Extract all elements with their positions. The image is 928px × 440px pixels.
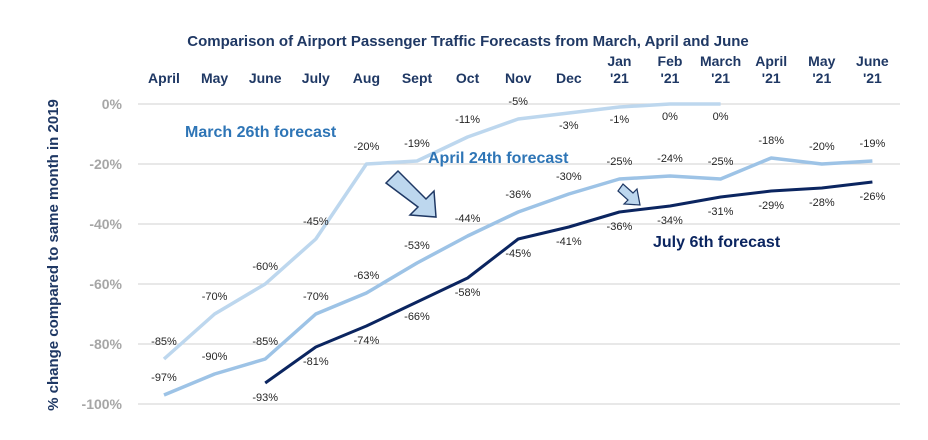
data-label: 0% <box>713 111 729 123</box>
data-label: -5% <box>508 96 528 108</box>
data-label: -58% <box>455 287 481 299</box>
data-label: -1% <box>610 114 630 126</box>
y-tick-label: -80% <box>89 336 122 352</box>
x-category-label: May <box>808 53 835 69</box>
data-label: -18% <box>758 135 784 147</box>
x-category-label: April <box>755 53 787 69</box>
x-category-label: Oct <box>456 70 480 86</box>
x-category-label: Feb <box>658 53 683 69</box>
data-label: -19% <box>860 138 886 150</box>
data-label: -97% <box>151 372 177 384</box>
y-axis-label: % change compared to same month in 2019 <box>45 99 62 411</box>
data-label: -63% <box>354 270 380 282</box>
annotation-march-forecast: March 26th forecast <box>185 124 337 141</box>
arrow-icon <box>384 169 437 218</box>
x-category-label: '21 <box>812 70 831 86</box>
data-label: -85% <box>252 336 278 348</box>
y-tick-label: -20% <box>89 156 122 172</box>
x-category-label: June <box>249 70 282 86</box>
data-label: -93% <box>252 392 278 404</box>
x-category-label: '21 <box>610 70 629 86</box>
x-category-label: Sept <box>402 70 433 86</box>
data-labels: -85% -70% -60% -45% -20% -19% -11% -5% -3% -1% 0% 0… <box>151 96 885 404</box>
data-label: -34% <box>657 215 683 227</box>
x-category-label: '21 <box>711 70 730 86</box>
x-category-label: '21 <box>762 70 781 86</box>
data-label: -70% <box>202 291 228 303</box>
data-label: -44% <box>455 213 481 225</box>
x-category-label: '21 <box>863 70 882 86</box>
x-category-label: Jan <box>607 53 631 69</box>
data-label: -29% <box>758 200 784 212</box>
data-label: -30% <box>556 171 582 183</box>
x-category-label: June <box>856 53 889 69</box>
data-label: -45% <box>505 248 531 260</box>
x-axis-categories: April May June July Aug Sept Oct Nov DecJan'21Fe… <box>148 53 889 86</box>
data-label: -60% <box>252 261 278 273</box>
data-label: -28% <box>809 197 835 209</box>
x-category-label: Aug <box>353 70 380 86</box>
x-category-label: July <box>302 70 330 86</box>
data-label: -85% <box>151 336 177 348</box>
data-label: -3% <box>559 120 579 132</box>
data-label: -90% <box>202 351 228 363</box>
data-label: -20% <box>354 141 380 153</box>
data-label: -81% <box>303 356 329 368</box>
y-tick-label: 0% <box>102 96 123 112</box>
data-label: -19% <box>404 138 430 150</box>
data-label: -66% <box>404 311 430 323</box>
data-label: -70% <box>303 291 329 303</box>
x-category-label: March <box>700 53 741 69</box>
data-label: 0% <box>662 111 678 123</box>
series-line-1 <box>162 102 721 361</box>
x-category-label: May <box>201 70 228 86</box>
x-category-label: Dec <box>556 70 582 86</box>
x-category-label: Nov <box>505 70 532 86</box>
x-category-label: '21 <box>661 70 680 86</box>
data-label: -53% <box>404 240 430 252</box>
series-line-3 <box>264 180 873 385</box>
data-label: -41% <box>556 236 582 248</box>
data-label: -11% <box>455 114 480 126</box>
x-category-label: April <box>148 70 180 86</box>
data-label: -31% <box>708 206 734 218</box>
y-tick-label: -40% <box>89 216 122 232</box>
data-label: -20% <box>809 141 835 153</box>
data-label: -25% <box>607 156 633 168</box>
series-line-2 <box>163 156 873 397</box>
series-lines <box>162 102 873 397</box>
annotation-april-forecast: April 24th forecast <box>428 150 569 167</box>
data-label: -36% <box>607 221 633 233</box>
arrow-icon <box>617 183 641 206</box>
data-label: -25% <box>708 156 734 168</box>
y-axis-ticks: 0% -20% -40% -60% -80% -100% <box>82 96 123 412</box>
data-label: -36% <box>505 189 531 201</box>
data-label: -26% <box>860 191 886 203</box>
annotation-july-forecast: July 6th forecast <box>653 234 781 251</box>
chart-title: Comparison of Airport Passenger Traffic … <box>187 33 749 50</box>
data-label: -45% <box>303 216 329 228</box>
y-tick-label: -60% <box>89 276 122 292</box>
data-label: -24% <box>657 153 683 165</box>
data-label: -74% <box>354 335 380 347</box>
y-tick-label: -100% <box>82 396 123 412</box>
